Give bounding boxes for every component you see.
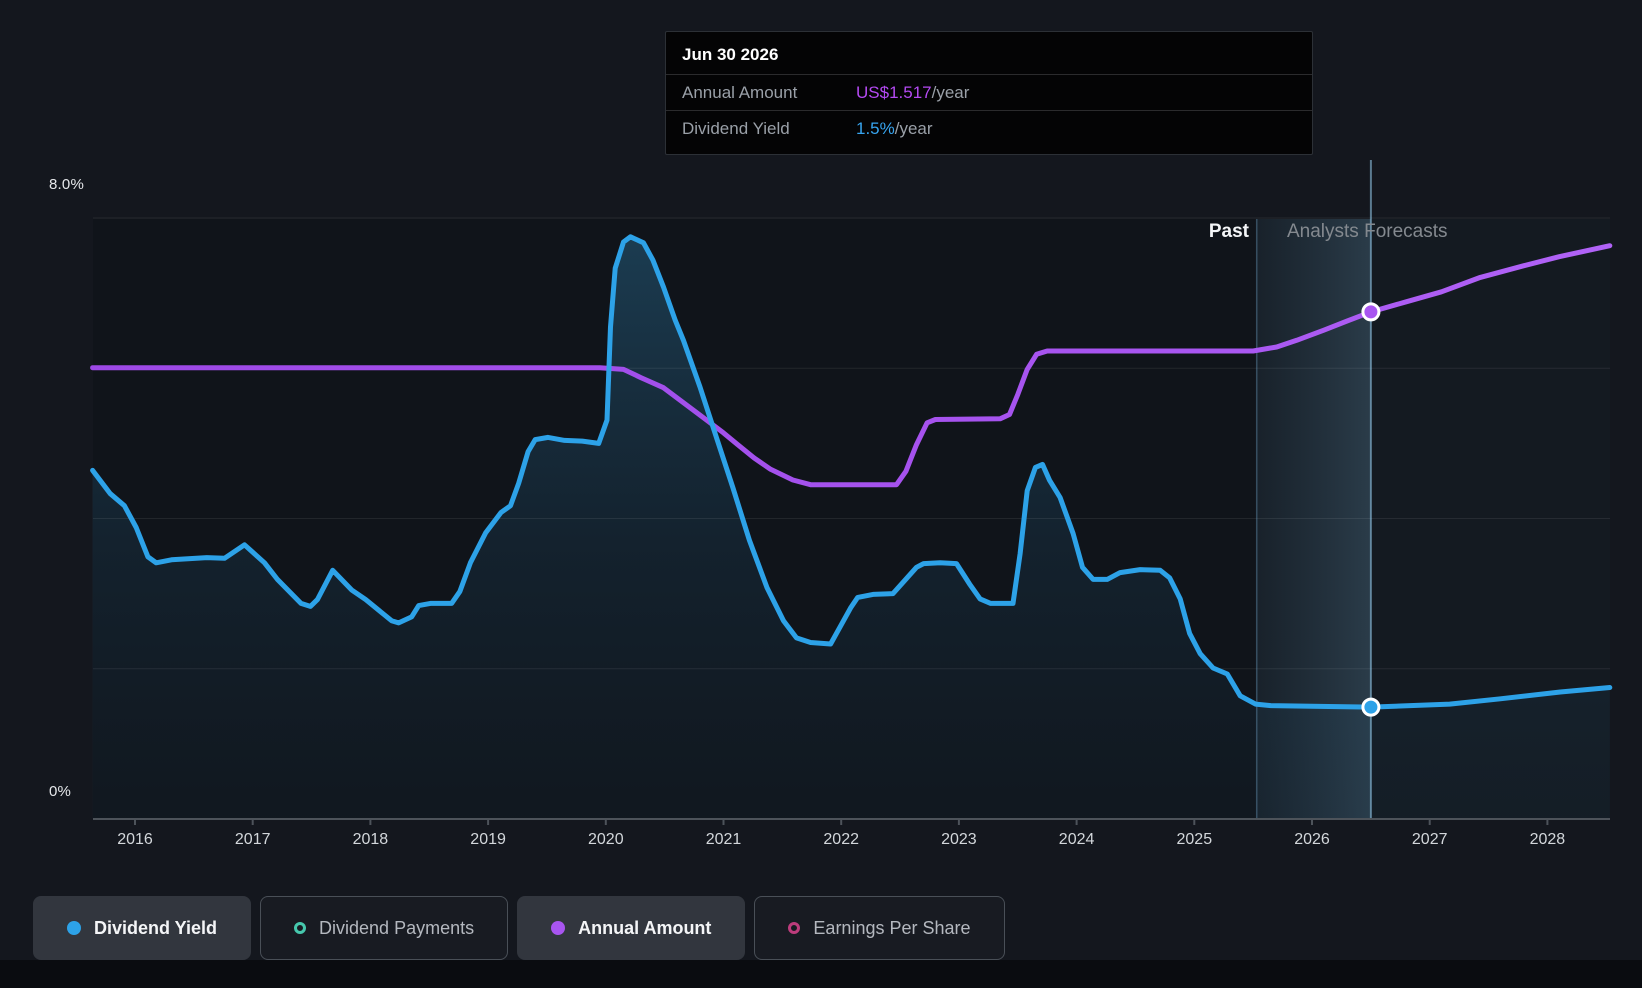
legend-chip-dividend-yield[interactable]: Dividend Yield xyxy=(33,896,252,960)
tooltip-value: US$1.517 xyxy=(856,82,932,102)
tooltip-row-dividend-yield: Dividend Yield 1.5%/year xyxy=(666,110,1312,146)
tooltip-label: Annual Amount xyxy=(682,82,798,102)
x-axis-label: 2017 xyxy=(234,831,271,848)
x-axis-label: 2020 xyxy=(588,831,624,848)
past-label: Past xyxy=(1208,221,1249,242)
legend-chip-label: Dividend Payments xyxy=(319,917,475,938)
x-axis-label: 2025 xyxy=(1176,831,1213,848)
bottom-strip xyxy=(0,960,1642,988)
series-ring-icon xyxy=(788,922,801,934)
y-axis-label-bottom: 0% xyxy=(49,783,72,800)
series-dot-icon xyxy=(67,921,81,935)
legend: Dividend Yield Dividend Payments Annual Am… xyxy=(33,896,1005,960)
x-axis-label: 2018 xyxy=(352,831,389,848)
tooltip-row-annual-amount: Annual Amount US$1.517/year xyxy=(666,74,1312,110)
tooltip-value: 1.5% xyxy=(856,118,895,138)
legend-chip-dividend-payments[interactable]: Dividend Payments xyxy=(260,896,509,960)
tooltip-label: Dividend Yield xyxy=(682,118,790,138)
dividend-yield-marker xyxy=(1361,697,1381,717)
y-axis-label-top: 8.0% xyxy=(49,176,84,193)
legend-chip-label: Annual Amount xyxy=(578,917,712,938)
x-axis-label: 2023 xyxy=(941,831,977,848)
dividend-yield-line xyxy=(90,234,1613,710)
series-dot-icon xyxy=(551,921,566,935)
x-axis-label: 2016 xyxy=(117,831,153,848)
dividend-yield-area xyxy=(92,236,1610,820)
x-axis-label: 2022 xyxy=(823,831,859,848)
hover-tooltip: Jun 30 2026 Annual Amount US$1.517/year … xyxy=(665,31,1313,155)
legend-chip-label: Dividend Yield xyxy=(94,917,218,938)
analysts-forecasts-label: Analysts Forecasts xyxy=(1287,221,1448,242)
x-axis-label: 2024 xyxy=(1058,831,1095,848)
series-ring-icon xyxy=(294,922,307,934)
x-axis-label: 2026 xyxy=(1294,831,1330,848)
chart-canvas[interactable] xyxy=(0,0,1642,860)
tooltip-date: Jun 30 2026 xyxy=(682,45,779,64)
x-axis-label: 2019 xyxy=(470,831,506,848)
legend-chip-label: Earnings Per Share xyxy=(813,917,971,938)
tooltip-suffix: /year xyxy=(931,82,970,102)
x-axis-label: 2021 xyxy=(705,831,742,848)
legend-chip-earnings-per-share[interactable]: Earnings Per Share xyxy=(754,896,1005,960)
tooltip-suffix: /year xyxy=(894,118,933,138)
x-axis-label: 2027 xyxy=(1411,831,1448,848)
x-axis-label: 2028 xyxy=(1529,831,1566,848)
annual-amount-marker xyxy=(1361,302,1381,322)
legend-chip-annual-amount[interactable]: Annual Amount xyxy=(517,896,746,960)
